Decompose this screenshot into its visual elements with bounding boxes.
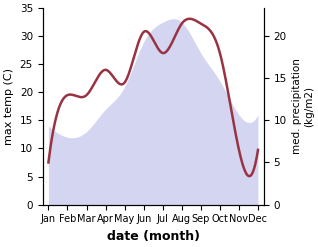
- Y-axis label: med. precipitation
(kg/m2): med. precipitation (kg/m2): [292, 59, 314, 154]
- Y-axis label: max temp (C): max temp (C): [4, 68, 14, 145]
- X-axis label: date (month): date (month): [107, 230, 200, 243]
